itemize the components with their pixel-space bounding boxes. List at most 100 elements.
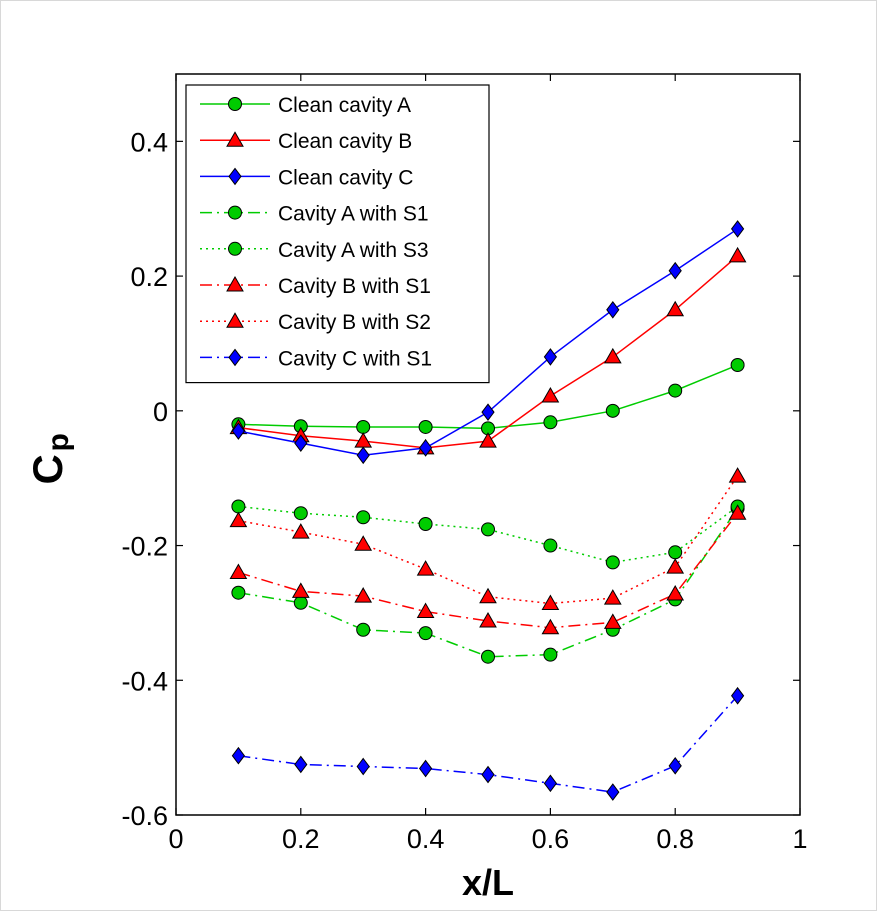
data-point — [541, 594, 560, 610]
data-point — [541, 618, 560, 635]
data-point — [291, 523, 310, 539]
axes-layer: 0 0.2 0.4 0.6 0.8 1 -0.6 -0.4 -0.2 0 0.2 0.4 — [121, 74, 808, 854]
data-point — [356, 419, 371, 434]
legend-label: Clean cavity C — [278, 166, 413, 189]
x-tick-label: 1 — [792, 824, 807, 854]
legend-marker — [226, 275, 244, 292]
data-point — [666, 558, 685, 574]
data-point — [229, 511, 248, 528]
legend-item: Cavity A with S1 — [200, 203, 429, 226]
data-point — [541, 386, 560, 403]
series-line — [238, 505, 739, 564]
data-point — [666, 585, 685, 601]
y-tick-label: 0 — [153, 397, 168, 427]
y-tick-label: 0.4 — [130, 127, 168, 157]
data-point — [231, 585, 246, 600]
legend-label: Clean cavity B — [278, 130, 412, 153]
series-3 — [231, 220, 745, 465]
legend-item: Clean cavity A — [200, 94, 411, 117]
legend-item: Clean cavity C — [200, 166, 413, 189]
data-point — [603, 589, 622, 605]
data-point — [418, 759, 433, 778]
legend-item: Cavity C with S1 — [200, 347, 432, 370]
legend: Clean cavity A Clean cavity B Clean cavity… — [185, 84, 490, 384]
legend-marker — [228, 97, 242, 111]
series-layer — [229, 220, 747, 801]
data-point — [543, 774, 558, 793]
x-tick-label: 0 — [168, 824, 183, 854]
data-point — [730, 358, 745, 373]
y-tick-label: -0.4 — [121, 666, 168, 696]
data-point — [668, 261, 682, 280]
data-point — [606, 300, 620, 319]
data-point — [479, 611, 497, 628]
data-point — [356, 510, 371, 525]
data-point — [418, 626, 433, 641]
data-point — [294, 755, 308, 774]
legend-item: Cavity B with S2 — [200, 311, 431, 334]
data-point — [481, 403, 495, 421]
data-point — [356, 622, 371, 637]
series-7 — [229, 467, 747, 610]
data-point — [356, 446, 370, 465]
data-point — [668, 545, 683, 560]
data-point — [481, 649, 495, 664]
data-point — [416, 560, 435, 576]
data-point — [543, 415, 558, 430]
y-tick-label: 0.2 — [130, 262, 168, 292]
data-point — [543, 348, 558, 366]
data-point — [294, 434, 308, 452]
legend-label: Clean cavity A — [278, 94, 411, 117]
y-tick-label: -0.6 — [121, 801, 168, 831]
data-point — [666, 300, 685, 317]
legend-label: Cavity A with S3 — [278, 239, 429, 262]
data-point — [605, 403, 620, 418]
x-tick-label: 0.8 — [656, 824, 694, 854]
x-tick-label: 0.6 — [532, 824, 570, 854]
data-point — [231, 746, 246, 765]
data-point — [354, 535, 373, 551]
legend-item: Cavity A with S3 — [200, 239, 429, 262]
data-point — [293, 595, 308, 610]
data-point — [728, 504, 747, 520]
data-point — [479, 432, 497, 448]
legend-label: Cavity C with S1 — [278, 347, 432, 370]
legend-item: Clean cavity B — [200, 130, 412, 153]
data-point — [291, 582, 310, 598]
data-point — [231, 499, 246, 514]
legend-item: Cavity B with S1 — [200, 275, 431, 298]
legend-label: Cavity B with S2 — [278, 311, 431, 334]
data-point — [668, 383, 683, 398]
legend-label: Cavity A with S1 — [278, 203, 429, 226]
legend-marker — [228, 167, 242, 186]
data-point — [543, 538, 558, 553]
data-point — [605, 555, 620, 570]
y-tick-label: -0.2 — [121, 532, 168, 562]
series-6 — [229, 504, 747, 635]
legend-marker — [228, 241, 242, 256]
data-point — [668, 756, 682, 775]
data-point — [418, 439, 433, 457]
data-point — [479, 587, 497, 604]
legend-marker — [228, 348, 242, 367]
series-line — [238, 475, 739, 605]
legend-marker — [226, 312, 244, 328]
data-point — [728, 246, 747, 263]
data-point — [416, 602, 435, 619]
legend-marker — [226, 131, 244, 147]
y-axis-label-subscript: p — [42, 433, 75, 451]
data-point — [231, 422, 246, 440]
y-axis-label: C p — [24, 433, 75, 484]
data-point — [728, 467, 747, 483]
data-point — [481, 522, 495, 537]
data-point — [730, 220, 745, 238]
data-point — [418, 419, 433, 434]
legend-label: Cavity B with S1 — [278, 275, 431, 298]
data-point — [418, 516, 433, 531]
x-axis-label: x/L — [462, 862, 514, 903]
data-point — [603, 347, 622, 364]
data-point — [730, 686, 745, 705]
data-point — [543, 647, 558, 662]
data-point — [293, 506, 308, 521]
